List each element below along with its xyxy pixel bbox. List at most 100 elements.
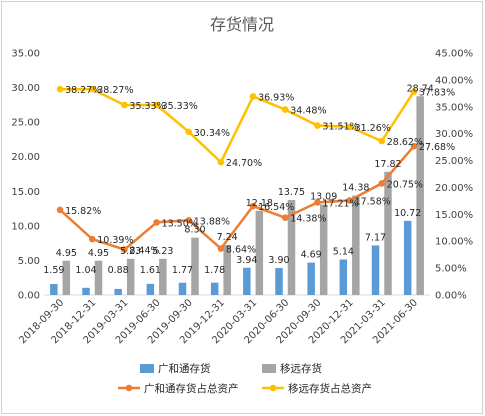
right-tick-label: 30.00% (435, 129, 473, 140)
data-label-guanghetong: 1.77 (172, 265, 193, 276)
data-label-yiyuan-ratio: 31.26% (355, 123, 391, 134)
data-label-yiyuan: 4.95 (56, 248, 77, 259)
data-label-yiyuan: 5.23 (120, 246, 141, 257)
point-guanghetong-ratio (185, 217, 193, 224)
right-tick-label: 20.00% (435, 183, 473, 194)
data-labels: 1.59 1.04 0.88 1.61 1.77 1.78 3.94 3.90 4.69 5.14… (43, 83, 455, 276)
bar-guanghetong (146, 283, 155, 295)
legend-label: 广和通存货占总资产 (144, 382, 239, 395)
bar-guanghetong (339, 259, 348, 295)
bar-yiyuan (159, 258, 167, 295)
data-label-yiyuan: 4.95 (88, 248, 109, 259)
data-label-yiyuan: 17.82 (374, 159, 401, 170)
point-guanghetong-ratio (121, 246, 128, 253)
bar-guanghetong (50, 284, 58, 295)
data-label-yiyuan-ratio: 30.34% (194, 128, 230, 139)
data-label-guanghetong-ratio: 16.54% (258, 202, 294, 213)
data-label-yiyuan-ratio: 35.33% (129, 101, 165, 112)
legend-marker (269, 384, 277, 392)
bar-guanghetong (275, 268, 283, 295)
point-guanghetong-ratio (56, 206, 64, 214)
data-label-yiyuan-ratio: 38.27% (65, 85, 101, 96)
bars (50, 96, 424, 295)
left-tick-label: 10.00 (11, 221, 40, 232)
bar-yiyuan (416, 96, 424, 295)
left-tick-label: 5.00 (18, 256, 40, 267)
bar-guanghetong (307, 262, 315, 295)
point-guanghetong-ratio (378, 180, 386, 187)
data-label-yiyuan-ratio: 38.27% (97, 85, 133, 96)
point-yiyuan-ratio (314, 122, 321, 129)
bar-guanghetong (243, 267, 251, 295)
data-label-guanghetong: 1.59 (43, 265, 64, 276)
bar-yiyuan (94, 260, 103, 295)
left-tick-label: 30.00 (11, 83, 40, 94)
data-label-guanghetong-ratio: 14.38% (290, 214, 326, 225)
point-yiyuan-ratio (378, 137, 386, 145)
point-yiyuan-ratio (56, 85, 64, 93)
point-yiyuan-ratio (217, 158, 225, 166)
right-tick-label: 5.00% (435, 264, 467, 275)
point-yiyuan-ratio (153, 101, 160, 109)
bar-yiyuan (352, 195, 360, 295)
data-label-guanghetong: 3.90 (268, 255, 289, 266)
right-tick-label: 10.00% (435, 237, 473, 248)
bar-yiyuan (126, 258, 135, 295)
data-label-yiyuan-ratio: 24.70% (226, 158, 262, 169)
point-guanghetong-ratio (249, 202, 257, 210)
data-label-guanghetong-ratio: 15.82% (65, 206, 101, 217)
bar-guanghetong (114, 288, 122, 295)
point-yiyuan-ratio (410, 88, 418, 95)
data-label-yiyuan: 13.09 (310, 191, 337, 202)
point-guanghetong-ratio (281, 214, 289, 221)
data-label-guanghetong-ratio: 13.50% (162, 218, 198, 229)
right-tick-label: 40.00% (435, 75, 473, 86)
left-tick-label: 15.00 (11, 187, 40, 198)
data-label-guanghetong: 5.14 (333, 246, 354, 257)
data-label-yiyuan-ratio: 31.51% (322, 122, 358, 133)
point-guanghetong-ratio (153, 219, 160, 226)
data-label-guanghetong-ratio: 20.75% (387, 179, 423, 190)
line-guanghetong-ratio (59, 145, 415, 251)
right-tick-label: 0.00% (435, 291, 467, 302)
right-tick-label: 35.00% (435, 102, 473, 113)
data-label-guanghetong: 4.69 (301, 250, 322, 261)
lines (56, 85, 418, 253)
point-guanghetong-ratio (410, 142, 418, 150)
data-label-guanghetong: 1.04 (75, 265, 96, 276)
data-label-guanghetong: 7.17 (365, 232, 386, 243)
bar-yiyuan (255, 210, 264, 295)
data-label-yiyuan: 5.23 (152, 246, 173, 257)
right-tick-label: 25.00% (435, 156, 473, 167)
data-label-guanghetong-ratio: 8.64% (226, 245, 256, 256)
bar-guanghetong (82, 287, 90, 295)
data-label-guanghetong: 1.61 (140, 265, 161, 276)
point-guanghetong-ratio (88, 235, 96, 243)
data-label-yiyuan: 13.75 (278, 187, 305, 198)
left-tick-label: 25.00 (11, 118, 40, 129)
bar-guanghetong (403, 220, 412, 295)
left-tick-label: 35.00 (11, 49, 40, 60)
data-label-guanghetong-ratio: 13.88% (194, 216, 230, 227)
point-guanghetong-ratio (346, 197, 353, 204)
point-yiyuan-ratio (185, 128, 193, 136)
bar-yiyuan (319, 204, 328, 295)
data-label-guanghetong-ratio: 10.39% (97, 235, 133, 246)
data-label-yiyuan: 7.24 (217, 232, 238, 243)
bar-yiyuan (287, 199, 296, 295)
bar-yiyuan (223, 244, 231, 295)
bar-yiyuan (191, 237, 199, 295)
legend-label: 移远存货占总资产 (288, 382, 372, 395)
legend-label: 移远存货 (280, 362, 322, 375)
legend-swatch (140, 364, 154, 373)
data-label-yiyuan-ratio: 36.93% (258, 92, 294, 103)
data-label-guanghetong-ratio: 17.21% (322, 198, 358, 209)
left-tick-label: 0.00 (18, 291, 40, 302)
data-label-yiyuan-ratio: 37.83% (419, 88, 455, 99)
bar-guanghetong (210, 282, 219, 295)
data-label-guanghetong: 3.94 (236, 255, 257, 266)
legend-marker (125, 384, 133, 392)
point-yiyuan-ratio (281, 106, 289, 113)
